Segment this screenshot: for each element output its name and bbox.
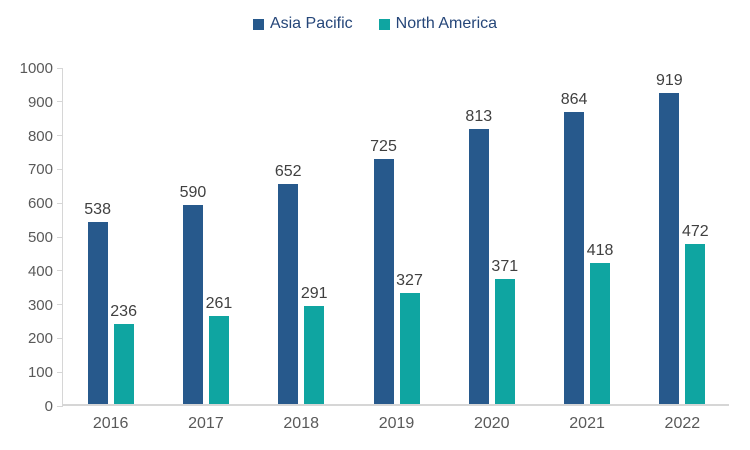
legend-item-north-america: North America bbox=[378, 15, 498, 32]
x-axis-label-2022: 2022 bbox=[664, 415, 701, 432]
bar-asia-pacific-2021 bbox=[564, 112, 585, 404]
bar-value-label-north-america-2016: 236 bbox=[110, 303, 137, 320]
y-axis-tick bbox=[57, 168, 63, 170]
bar-value-label-north-america-2019: 327 bbox=[396, 272, 423, 289]
bar-asia-pacific-2019 bbox=[373, 159, 394, 404]
y-axis-tick bbox=[57, 270, 63, 272]
y-axis-label: 800 bbox=[27, 127, 53, 145]
x-axis-label-2021: 2021 bbox=[569, 415, 605, 432]
bar-value-label-asia-pacific-2019: 725 bbox=[370, 138, 397, 155]
y-axis-tick bbox=[57, 371, 63, 373]
bar-north-america-2022 bbox=[685, 244, 706, 404]
bar-north-america-2018 bbox=[304, 306, 325, 404]
x-axis-label-2017: 2017 bbox=[188, 415, 224, 432]
y-axis-label: 500 bbox=[27, 229, 53, 246]
y-axis-tick bbox=[57, 67, 63, 69]
bar-value-label-asia-pacific-2021: 864 bbox=[560, 91, 588, 108]
y-axis-label: 1000 bbox=[19, 60, 53, 77]
y-axis-tick bbox=[57, 405, 63, 407]
bar-value-label-asia-pacific-2020: 813 bbox=[465, 108, 493, 125]
y-axis-tick bbox=[57, 101, 63, 103]
plot-area: 0 100 200 300 400 500 600 700 800 900 1000 538 236 20… bbox=[20, 61, 729, 432]
y-axis-label: 400 bbox=[27, 262, 53, 280]
x-axis-label-2018: 2018 bbox=[283, 415, 319, 432]
y-axis-tick bbox=[57, 135, 63, 137]
bar-value-label-north-america-2020: 371 bbox=[491, 258, 519, 275]
bar-north-america-2019 bbox=[399, 293, 420, 404]
bar-value-label-north-america-2022: 472 bbox=[681, 223, 709, 240]
bar-asia-pacific-2020 bbox=[468, 129, 489, 404]
x-axis-label-2019: 2019 bbox=[378, 415, 415, 432]
y-axis-label: 200 bbox=[27, 330, 53, 348]
bar-asia-pacific-2022 bbox=[659, 93, 680, 404]
bar-value-label-north-america-2017: 261 bbox=[205, 295, 233, 312]
bar-value-label-asia-pacific-2018: 652 bbox=[274, 163, 302, 180]
bar-asia-pacific-2017 bbox=[182, 205, 203, 404]
y-axis-tick bbox=[57, 202, 63, 204]
legend-swatch-asia-pacific-icon bbox=[252, 18, 264, 30]
y-axis-label: 900 bbox=[27, 93, 53, 111]
bar-north-america-2021 bbox=[590, 263, 611, 404]
chart-legend: Asia Pacific North America bbox=[0, 16, 750, 32]
y-axis-tick bbox=[57, 236, 63, 238]
bar-value-label-asia-pacific-2016: 538 bbox=[84, 201, 111, 218]
y-axis-label: 700 bbox=[27, 161, 53, 179]
legend-swatch-north-america-icon bbox=[378, 18, 390, 30]
x-axis-label-2016: 2016 bbox=[92, 415, 129, 432]
y-axis-tick bbox=[57, 304, 63, 306]
y-axis-tick bbox=[57, 337, 63, 339]
bar-value-label-north-america-2018: 291 bbox=[300, 285, 328, 302]
y-axis-label: 0 bbox=[44, 398, 53, 415]
bar-value-label-asia-pacific-2022: 919 bbox=[655, 72, 683, 89]
bar-value-label-asia-pacific-2017: 590 bbox=[179, 184, 207, 201]
y-axis-label: 100 bbox=[27, 364, 53, 382]
legend-label-north-america: North America bbox=[395, 15, 498, 32]
y-axis-label: 300 bbox=[27, 296, 53, 314]
bar-north-america-2016 bbox=[113, 324, 134, 404]
legend-label-asia-pacific: Asia Pacific bbox=[269, 15, 353, 32]
bar-value-label-north-america-2021: 418 bbox=[586, 242, 614, 259]
bar-north-america-2020 bbox=[494, 279, 515, 404]
legend-item-asia-pacific: Asia Pacific bbox=[252, 15, 353, 32]
x-axis-label-2020: 2020 bbox=[473, 415, 510, 432]
bar-asia-pacific-2018 bbox=[278, 184, 299, 404]
bar-north-america-2017 bbox=[208, 316, 229, 404]
bar-asia-pacific-2016 bbox=[87, 222, 108, 404]
y-axis-label: 600 bbox=[27, 195, 53, 213]
